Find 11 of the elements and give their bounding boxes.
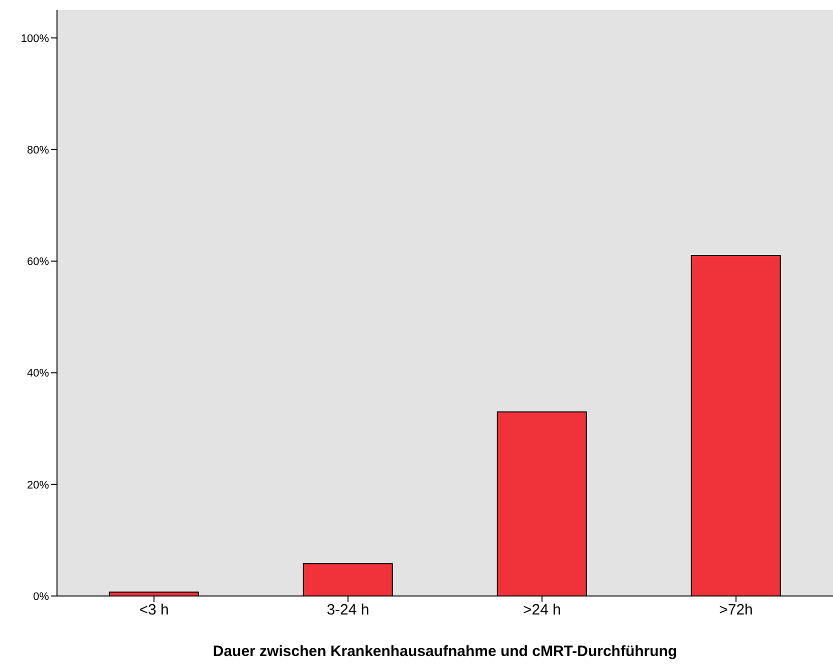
x-tick-label: 3-24 h	[326, 602, 370, 619]
x-axis-title: Dauer zwischen Krankenhausaufnahme und cMRT-Durchführung	[212, 643, 678, 660]
y-tick-label: 80%	[26, 144, 50, 156]
y-tick-label: 100%	[20, 32, 50, 45]
y-tick-label: 0%	[33, 590, 50, 603]
x-tick-label: >24 h	[523, 602, 561, 619]
y-tick-label: 60%	[26, 256, 50, 268]
y-tick-label: 40%	[26, 368, 50, 380]
x-tick-label: >72h	[719, 602, 753, 619]
y-tick-label: 20%	[26, 479, 50, 492]
x-tick-label: <3 h	[139, 602, 169, 619]
